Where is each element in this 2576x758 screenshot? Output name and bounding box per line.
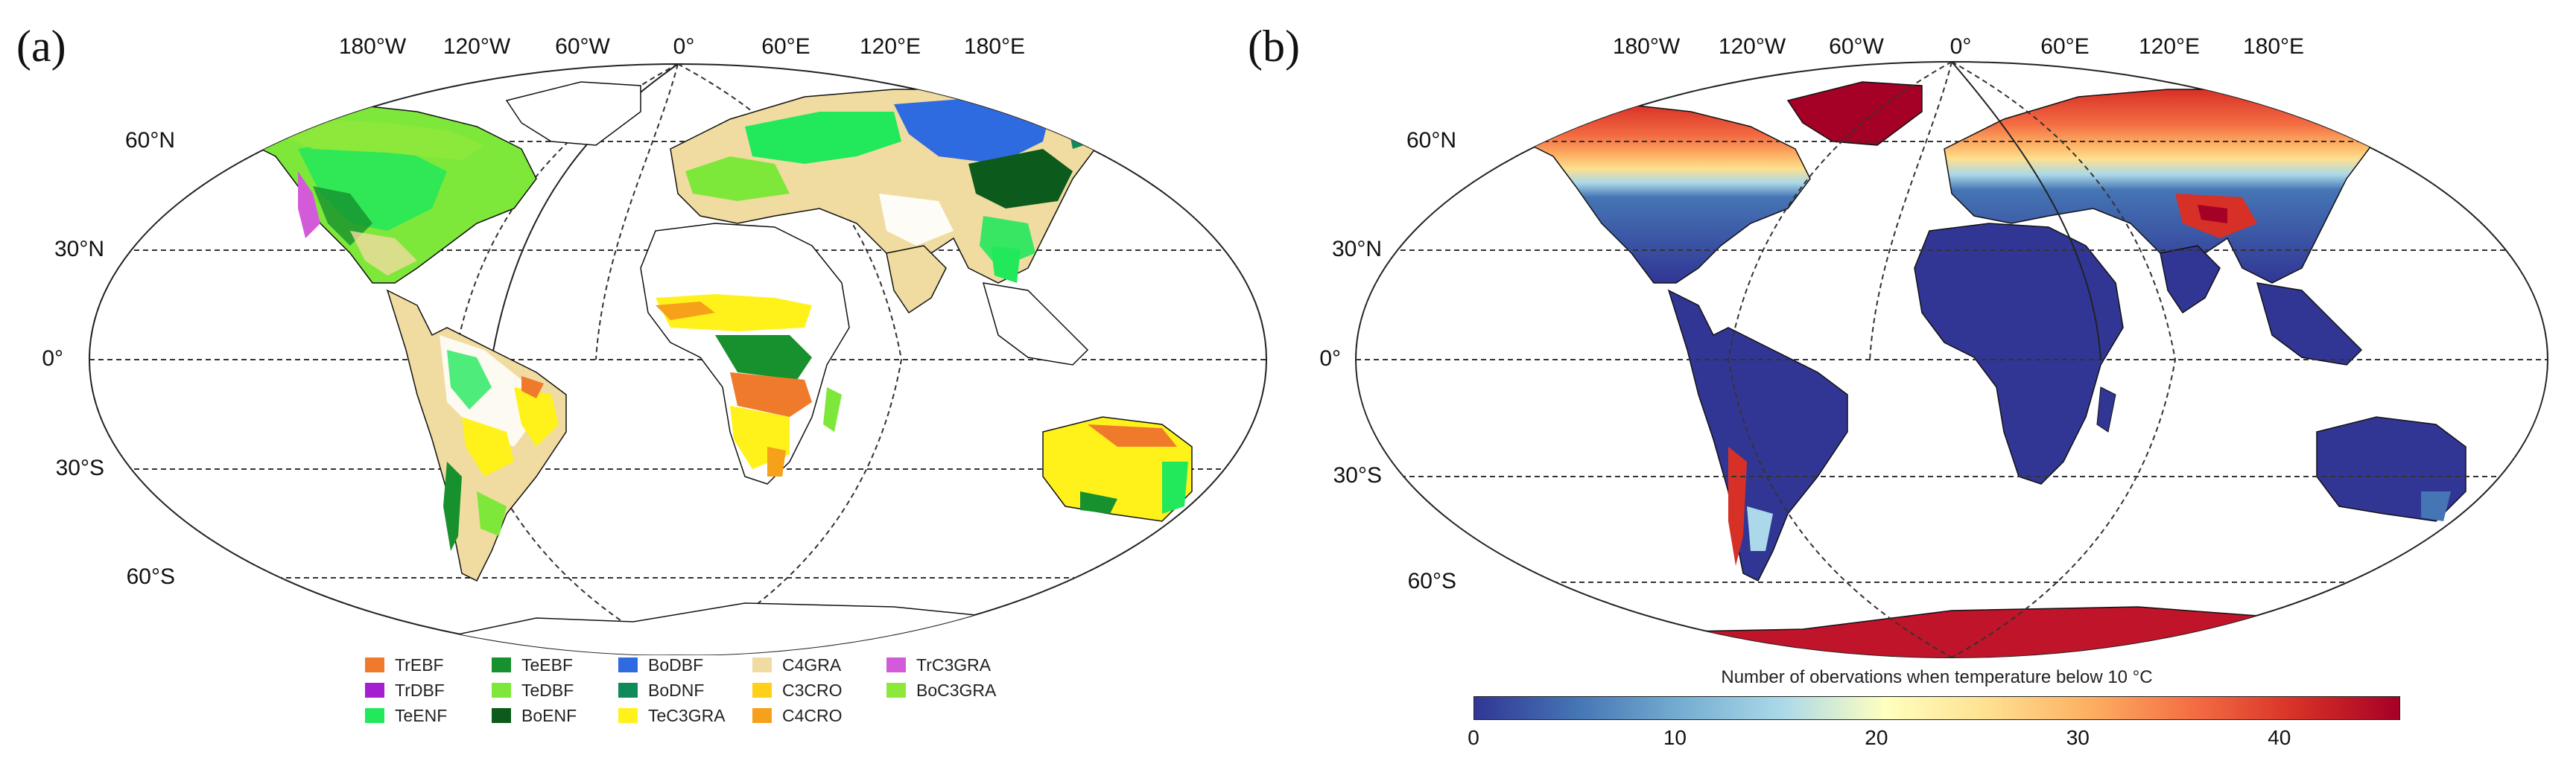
panel-a-letter: (a) — [16, 22, 66, 71]
legend-item-c4cro: C4CRO — [752, 704, 843, 727]
lat-label: 0° — [42, 346, 63, 371]
legend-label: C4GRA — [782, 655, 842, 675]
lon-label: 180°W — [1613, 34, 1681, 59]
legend-item-trebf: TrEBF — [365, 654, 444, 676]
lon-labels-b: 180°W 120°W 60°W 0° 60°E 120°E 180°E — [1613, 34, 2304, 59]
lat-label: 30°N — [54, 237, 104, 261]
colorbar-tick-label: 20 — [1865, 726, 1888, 749]
colorbar — [1473, 696, 2400, 720]
legend-item-c4gra: C4GRA — [752, 654, 841, 676]
lon-label: 180°W — [339, 34, 407, 59]
south-america — [1667, 289, 1848, 582]
lat-label: 60°N — [125, 128, 175, 153]
legend-swatch — [618, 683, 638, 698]
legend-swatch — [618, 657, 638, 672]
lat-label: 30°S — [56, 456, 104, 480]
legend-swatch — [752, 657, 772, 672]
legend-item-trc3gra: TrC3GRA — [886, 654, 991, 676]
legend-item-teebf: TeEBF — [492, 654, 573, 676]
legend-label: TrDBF — [395, 680, 445, 700]
legend-swatch — [492, 683, 511, 698]
legend-label: TrC3GRA — [916, 655, 992, 675]
legend-label: BoC3GRA — [916, 680, 997, 700]
pft-legend: TrEBF TrDBF TeENF TeEBF TeDBF BoENF BoDBF BoDNF… — [365, 654, 1035, 751]
lat-labels-a: 60°N 30°N 0° 30°S 60°S — [42, 128, 175, 589]
lat-label: 30°N — [1332, 237, 1382, 261]
legend-label: TrEBF — [395, 655, 444, 675]
lat-labels-b: 60°N 30°N 0° 30°S 60°S — [1319, 128, 1456, 593]
colorbar-tick-label: 30 — [2066, 726, 2090, 749]
lon-label: 120°W — [443, 34, 511, 59]
temperature-observation-map: 180°W 120°W 60°W 0° 60°E 120°E 180°E 60°… — [1319, 34, 2548, 658]
legend-swatch — [365, 683, 384, 698]
north-america — [1511, 103, 1811, 284]
colorbar-title: Number of obervations when temperature b… — [1721, 667, 2153, 687]
lon-labels-a: 180°W 120°W 60°W 0° 60°E 120°E 180°E — [339, 34, 1025, 59]
southeast-asia — [2256, 282, 2363, 366]
lon-label: 60°E — [2040, 34, 2089, 59]
greenland — [1786, 81, 1923, 146]
legend-label: BoENF — [521, 705, 577, 725]
panel-b-letter: (b) — [1248, 22, 1300, 71]
lat-label: 60°N — [1406, 128, 1456, 153]
greenland — [505, 81, 641, 146]
lat-label: 30°S — [1333, 463, 1382, 488]
colorbar-tick-label: 0 — [1468, 726, 1479, 749]
lon-label: 120°E — [860, 34, 921, 59]
lon-label: 120°E — [2139, 34, 2200, 59]
lon-label: 60°W — [555, 34, 610, 59]
legend-label: BoDBF — [648, 655, 704, 675]
lat-label: 60°S — [127, 564, 175, 589]
lon-label: 0° — [1950, 34, 1972, 59]
legend-swatch — [886, 657, 906, 672]
lon-label: 120°W — [1719, 34, 1786, 59]
legend-swatch — [365, 708, 384, 723]
lat-label: 0° — [1319, 346, 1341, 371]
legend-item-teenf: TeENF — [365, 704, 447, 727]
lon-label: 180°E — [964, 34, 1025, 59]
legend-swatch — [492, 657, 511, 672]
legend-swatch — [365, 657, 384, 672]
legend-item-boc3gra: BoC3GRA — [886, 679, 996, 701]
legend-item-boenf: BoENF — [492, 704, 577, 727]
africa — [1914, 223, 2124, 485]
lon-label: 60°W — [1829, 34, 1884, 59]
legend-item-bodnf: BoDNF — [618, 679, 704, 701]
legend-label: C3CRO — [782, 680, 843, 700]
legend-item-bodbf: BoDBF — [618, 654, 703, 676]
legend-label: TeDBF — [521, 680, 574, 700]
lon-label: 180°E — [2243, 34, 2304, 59]
legend-label: TeENF — [395, 705, 448, 725]
legend-label: TeC3GRA — [648, 705, 726, 725]
legend-swatch — [492, 708, 511, 723]
lon-label: 0° — [673, 34, 695, 59]
legend-item-tedbf: TeDBF — [492, 679, 574, 701]
legend-label: C4CRO — [782, 705, 843, 725]
legend-swatch — [752, 708, 772, 723]
southeast-asia — [982, 282, 1089, 366]
colorbar-tick-label: 40 — [2268, 726, 2291, 749]
legend-item-c3cro: C3CRO — [752, 679, 843, 701]
legend-item-trdbf: TrDBF — [365, 679, 445, 701]
legend-swatch — [618, 708, 638, 723]
legend-swatch — [886, 683, 906, 698]
lon-label: 60°E — [761, 34, 810, 59]
legend-swatch — [752, 683, 772, 698]
legend-label: BoDNF — [648, 680, 705, 700]
colorbar-tick-label: 10 — [1663, 726, 1687, 749]
lat-label: 60°S — [1408, 569, 1456, 593]
pft-map: 180°W 120°W 60°W 0° 60°E 120°E 180°E 60°… — [42, 34, 1267, 655]
legend-item-tec3gra: TeC3GRA — [618, 704, 726, 727]
legend-label: TeEBF — [521, 655, 574, 675]
